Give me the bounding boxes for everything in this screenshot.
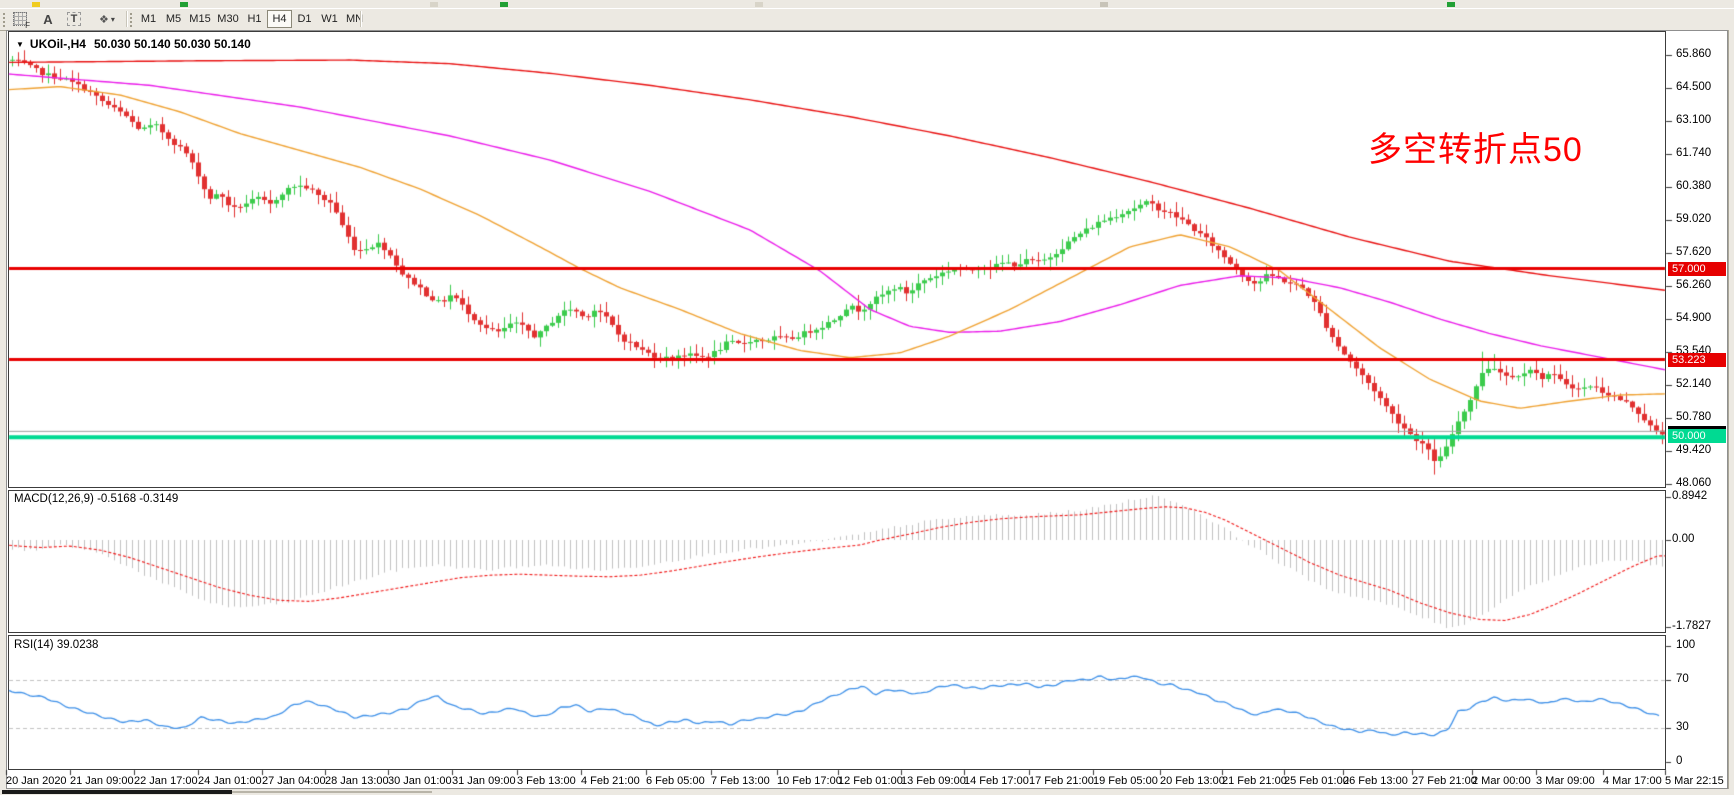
time-axis-label: 19 Feb 05:00 (1093, 775, 1158, 787)
macd-indicator-label: MACD(12,26,9) -0.5168 -0.3149 (14, 493, 179, 505)
price-axis-label: 52.140 (1676, 378, 1712, 390)
time-axis-label: 3 Feb 13:00 (517, 775, 576, 787)
price-axis-label: 60.380 (1676, 180, 1712, 192)
time-axis-label: 4 Mar 17:00 (1603, 775, 1662, 787)
time-axis-label: 20 Jan 2020 (6, 775, 67, 787)
price-axis-label: 57.620 (1676, 246, 1712, 258)
rsi-axis-label: 70 (1676, 673, 1689, 685)
chevron-down-icon: ▼ (16, 40, 24, 49)
time-axis-label: 14 Feb 17:00 (964, 775, 1029, 787)
support-badge: 53.223 (1668, 353, 1726, 367)
price-axis-label: 56.260 (1676, 279, 1712, 291)
time-axis-label: 17 Feb 21:00 (1029, 775, 1094, 787)
macd-axis-label: 0.00 (1672, 533, 1695, 545)
annotation-text: 多空转折点50 (1368, 131, 1583, 169)
time-axis-label: 31 Jan 09:00 (452, 775, 516, 787)
symbol-period-label: UKOil-,H4 (29, 37, 86, 51)
time-axis-label: 2 Mar 00:00 (1472, 775, 1531, 787)
time-axis-label: 7 Feb 13:00 (711, 775, 770, 787)
time-axis-label: 5 Mar 22:15 (1665, 775, 1724, 787)
price-axis-label: 64.500 (1676, 81, 1712, 93)
time-axis-label: 21 Feb 21:00 (1222, 775, 1287, 787)
time-axis-label: 27 Jan 04:00 (262, 775, 326, 787)
horizontal-scrollbar[interactable] (0, 789, 1734, 795)
price-axis-label: 63.100 (1676, 114, 1712, 126)
price-axis-label: 48.060 (1676, 477, 1712, 489)
price-axis-label: 59.020 (1676, 213, 1712, 225)
price-axis-label: 50.780 (1676, 411, 1712, 423)
chart-title: ▼ UKOil-,H4 50.030 50.140 50.030 50.140 (16, 37, 251, 51)
price-axis-label: 54.900 (1676, 312, 1712, 324)
rsi-axis-label: 30 (1676, 721, 1689, 733)
rsi-indicator-label: RSI(14) 39.0238 (14, 639, 99, 651)
time-axis-label: 10 Feb 17:00 (777, 775, 842, 787)
time-axis-label: 4 Feb 21:00 (581, 775, 640, 787)
time-axis-label: 30 Jan 01:00 (388, 775, 452, 787)
level50-badge: 50.000 (1668, 429, 1726, 443)
time-axis-label: 25 Feb 01:00 (1284, 775, 1349, 787)
resistance-badge: 57.000 (1668, 262, 1726, 276)
time-axis-label: 21 Jan 09:00 (70, 775, 134, 787)
time-axis-label: 3 Mar 09:00 (1536, 775, 1595, 787)
price-axis-label: 49.420 (1676, 444, 1712, 456)
time-axis-label: 22 Jan 17:00 (134, 775, 198, 787)
time-axis-label: 12 Feb 01:00 (838, 775, 903, 787)
time-axis-label: 6 Feb 05:00 (646, 775, 705, 787)
time-axis-label: 13 Feb 09:00 (901, 775, 966, 787)
rsi-axis-label: 0 (1676, 755, 1683, 767)
time-axis-label: 24 Jan 01:00 (198, 775, 262, 787)
macd-axis-label: -1.7827 (1672, 620, 1712, 632)
time-axis-label: 20 Feb 13:00 (1160, 775, 1225, 787)
scrollbar-track (232, 791, 432, 793)
price-axis-label: 65.860 (1676, 48, 1712, 60)
rsi-axis-label: 100 (1676, 639, 1696, 651)
time-axis-label: 28 Jan 13:00 (325, 775, 389, 787)
ohlc-quote-label: 50.030 50.140 50.030 50.140 (93, 37, 251, 51)
macd-axis-label: 0.8942 (1672, 490, 1708, 502)
vertical-scrollbar[interactable] (1728, 30, 1734, 789)
time-axis-label: 26 Feb 13:00 (1343, 775, 1408, 787)
scrollbar-thumb[interactable] (2, 790, 232, 794)
time-axis-label: 27 Feb 21:00 (1412, 775, 1477, 787)
price-axis-label: 61.740 (1676, 147, 1712, 159)
